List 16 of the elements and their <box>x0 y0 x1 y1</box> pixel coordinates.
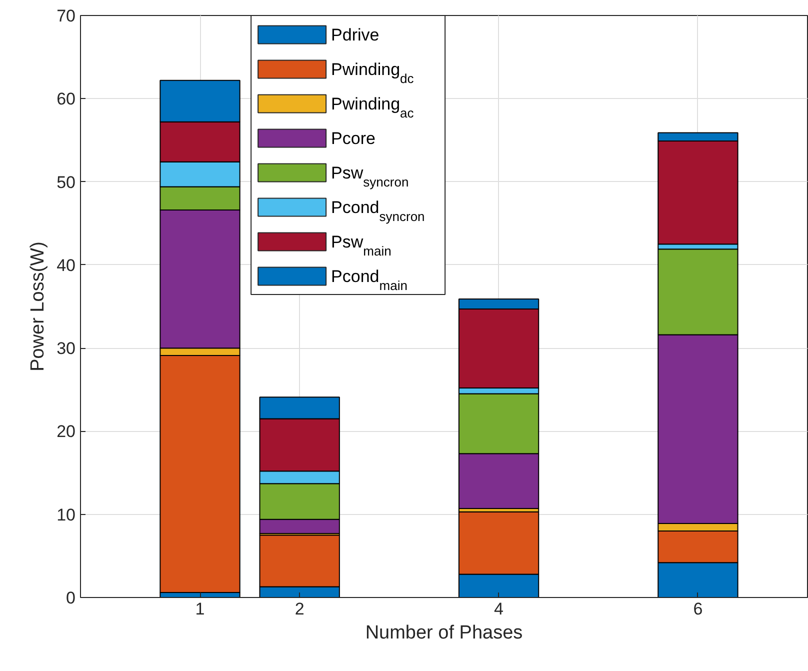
y-tick-label: 70 <box>56 6 76 26</box>
x-tick-label: 1 <box>195 600 205 618</box>
y-tick-label: 60 <box>56 90 76 109</box>
y-tick-label: 10 <box>56 505 76 524</box>
y-tick-label: 40 <box>56 256 76 275</box>
y-axis-title: Power Loss(W) <box>28 242 49 372</box>
y-tick-label: 20 <box>56 422 76 442</box>
y-tick-label: 50 <box>56 172 76 192</box>
x-tick-label: 4 <box>494 600 504 618</box>
y-tick-label: 30 <box>56 339 76 358</box>
legend-label: Pcore <box>331 128 376 148</box>
x-axis-title: Number of Phases <box>365 622 523 644</box>
legend-label: Pdrive <box>331 25 380 44</box>
y-tick-label: 0 <box>66 588 76 608</box>
x-tick-label: 2 <box>294 600 304 618</box>
x-tick-label: 6 <box>693 600 703 618</box>
